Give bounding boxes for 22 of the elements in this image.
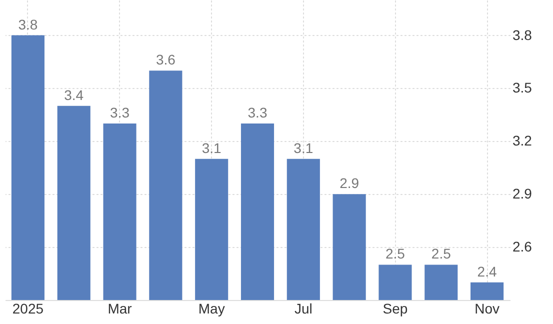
data-label: 2.5 [385, 246, 406, 262]
x-tick-label: May [198, 300, 225, 316]
data-label: 2.9 [340, 175, 360, 192]
y-tick-label: 3.8 [512, 26, 532, 43]
data-label: 3.1 [202, 140, 222, 156]
data-label: 3.1 [294, 140, 314, 156]
x-tick-label: Nov [474, 300, 500, 316]
x-tick-label: Sep [382, 300, 408, 316]
data-label: 2.5 [431, 246, 452, 262]
data-label: 2.4 [477, 263, 497, 280]
x-tick-label: 2025 [12, 300, 44, 316]
y-tick-label: 3.5 [512, 80, 532, 96]
x-tick-label: Mar [108, 300, 132, 316]
data-label: 3.6 [156, 52, 176, 68]
y-tick-label: 2.9 [512, 186, 532, 202]
y-tick-label: 2.6 [512, 238, 532, 255]
x-tick-label: Jul [294, 300, 312, 316]
data-label: 3.3 [110, 104, 130, 121]
data-label: 3.3 [248, 104, 268, 121]
data-label: 3.8 [18, 16, 38, 32]
y-tick-label: 3.2 [512, 132, 532, 149]
data-label: 3.4 [64, 86, 84, 103]
